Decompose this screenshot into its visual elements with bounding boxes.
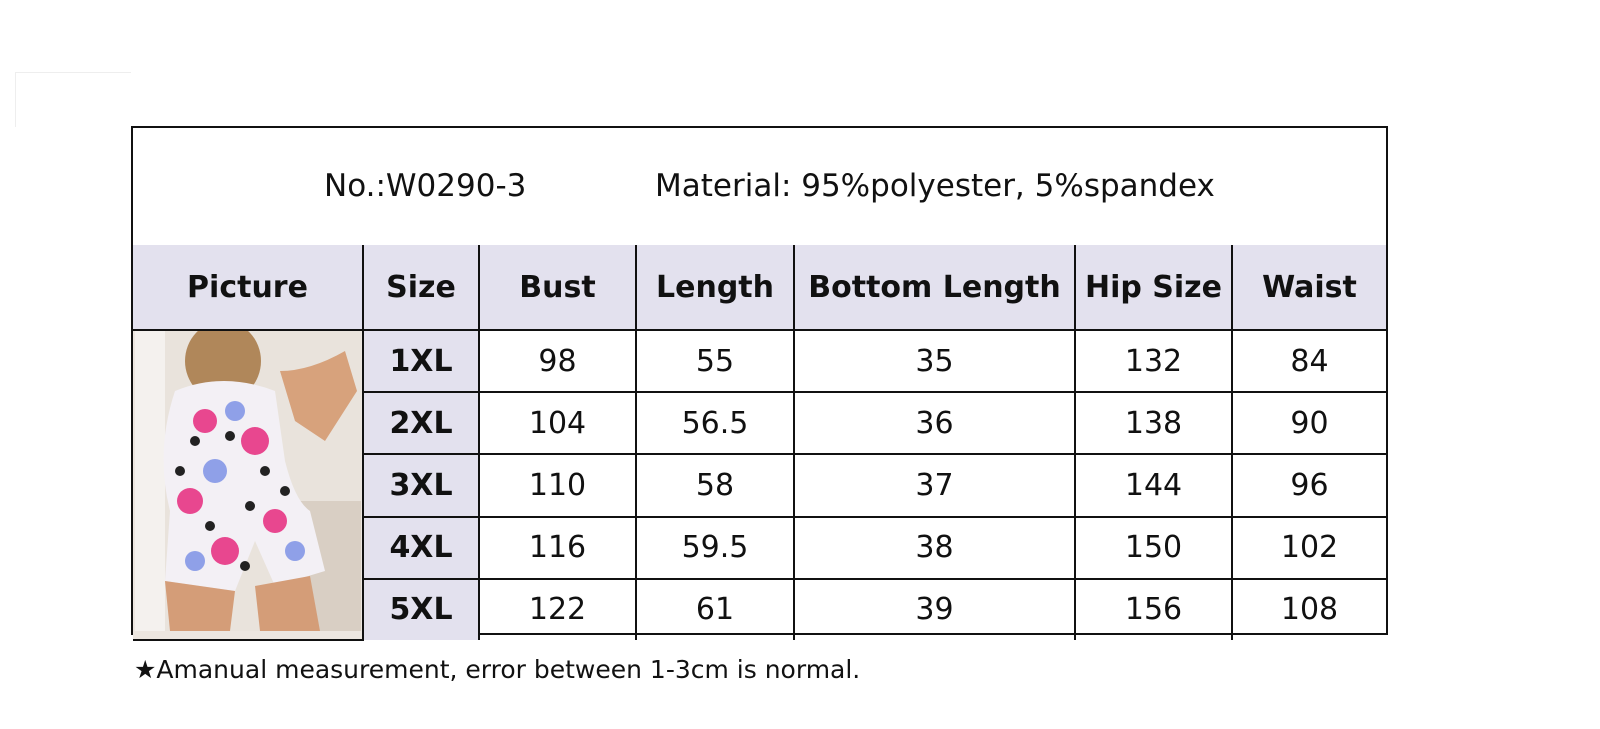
hip-cell: 150 <box>1074 515 1233 580</box>
column-header: Length <box>635 245 795 331</box>
waist-cell: 84 <box>1231 328 1386 394</box>
length-cell: 61 <box>635 577 795 640</box>
material-info: Material: 95%polyester, 5%spandex <box>655 168 1215 204</box>
column-header: Bust <box>478 245 637 331</box>
bust-cell: 122 <box>478 577 637 640</box>
length-cell: 58 <box>635 453 795 518</box>
model-number: No.:W0290-3 <box>324 168 527 204</box>
size-chart: No.:W0290-3 Material: 95%polyester, 5%sp… <box>131 126 1388 641</box>
table-row: 2XL 104 56.5 36 138 90 <box>133 391 1386 456</box>
waist-cell: 108 <box>1231 577 1386 640</box>
bottom-length-cell: 38 <box>793 515 1076 580</box>
table-row: 3XL 110 58 37 144 96 <box>133 453 1386 518</box>
column-header: Picture <box>133 245 364 331</box>
table-header-row: Picture Size Bust Length Bottom Length H… <box>133 245 1386 331</box>
waist-cell: 90 <box>1231 391 1386 456</box>
product-picture <box>133 321 364 641</box>
decorative-corner <box>15 72 131 127</box>
column-header: Size <box>362 245 480 331</box>
length-cell: 59.5 <box>635 515 795 580</box>
bust-cell: 98 <box>478 328 637 394</box>
length-cell: 56.5 <box>635 391 795 456</box>
column-header: Hip Size <box>1074 245 1233 331</box>
size-cell: 3XL <box>363 453 480 518</box>
bottom-length-cell: 36 <box>793 391 1076 456</box>
table-row: 1XL 98 55 35 132 84 <box>133 321 1386 641</box>
hip-cell: 156 <box>1074 577 1233 640</box>
size-cell: 5XL <box>363 577 480 640</box>
size-cell: 1XL <box>362 328 480 394</box>
model-photo-icon <box>134 321 361 631</box>
table-row: 5XL 122 61 39 156 108 <box>133 577 1386 640</box>
hip-cell: 138 <box>1074 391 1233 456</box>
waist-cell: 102 <box>1231 515 1386 580</box>
hip-cell: 144 <box>1074 453 1233 518</box>
bottom-length-cell: 37 <box>793 453 1076 518</box>
hip-cell: 132 <box>1074 328 1233 394</box>
waist-cell: 96 <box>1231 453 1386 518</box>
measurement-footnote: ★Amanual measurement, error between 1-3c… <box>134 655 861 684</box>
size-cell: 4XL <box>363 515 480 580</box>
table-row: 4XL 116 59.5 38 150 102 <box>133 515 1386 580</box>
column-header: Bottom Length <box>793 245 1076 331</box>
bottom-length-cell: 39 <box>793 577 1076 640</box>
chart-header: No.:W0290-3 Material: 95%polyester, 5%sp… <box>133 128 1386 247</box>
column-header: Waist <box>1231 245 1386 331</box>
bust-cell: 116 <box>478 515 637 580</box>
size-cell: 2XL <box>363 391 480 456</box>
bust-cell: 110 <box>478 453 637 518</box>
length-cell: 55 <box>635 328 795 394</box>
size-table: Picture Size Bust Length Bottom Length H… <box>133 245 1386 641</box>
bottom-length-cell: 35 <box>793 328 1076 394</box>
bust-cell: 104 <box>478 391 637 456</box>
